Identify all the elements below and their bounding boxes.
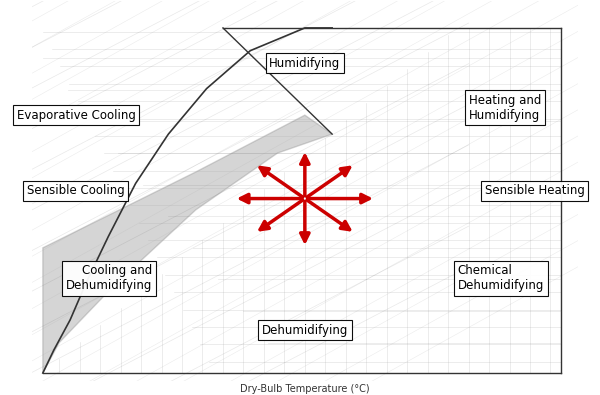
Text: Dehumidifying: Dehumidifying (262, 324, 348, 337)
Polygon shape (43, 115, 332, 373)
Text: Sensible Cooling: Sensible Cooling (27, 184, 125, 198)
Text: Evaporative Cooling: Evaporative Cooling (17, 109, 136, 122)
Text: Heating and
Humidifying: Heating and Humidifying (469, 94, 541, 122)
Text: Dry-Bulb Temperature (°C): Dry-Bulb Temperature (°C) (240, 384, 370, 394)
Text: Sensible Heating: Sensible Heating (485, 184, 585, 198)
Text: Humidifying: Humidifying (269, 56, 340, 70)
Text: Chemical
Dehumidifying: Chemical Dehumidifying (458, 264, 544, 292)
Text: Cooling and
Dehumidifying: Cooling and Dehumidifying (65, 264, 152, 292)
